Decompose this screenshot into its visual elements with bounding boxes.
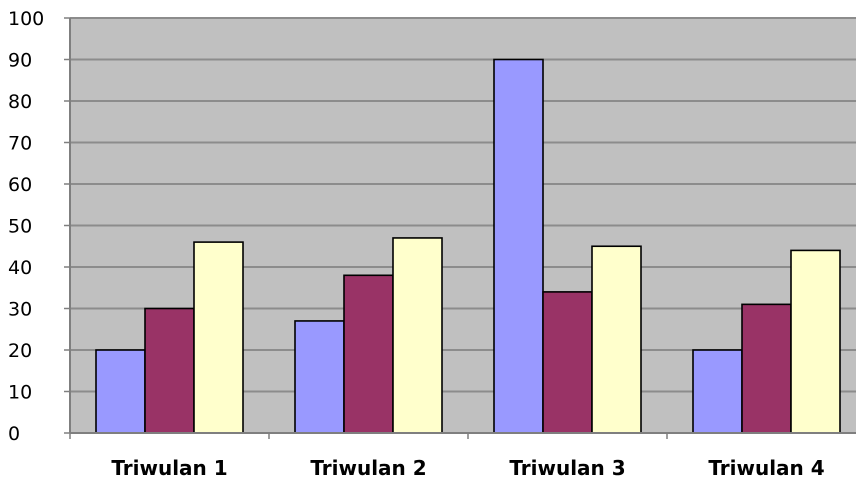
y-tick-label-10: 10 bbox=[8, 382, 32, 404]
x-category-label-2: Triwulan 2 bbox=[310, 456, 426, 477]
y-tick-label-70: 70 bbox=[8, 133, 32, 155]
bar-s3-triwulan-2 bbox=[392, 237, 443, 434]
y-tick-label-90: 90 bbox=[8, 50, 32, 72]
axes bbox=[64, 17, 856, 439]
y-tick-label-50: 50 bbox=[8, 216, 32, 238]
y-tick-label-60: 60 bbox=[8, 174, 32, 196]
bar-s2-triwulan-3 bbox=[542, 291, 593, 434]
bar-s3-triwulan-3 bbox=[591, 245, 642, 434]
y-tick-labels: 0 10 20 30 40 50 60 70 80 90 100 bbox=[8, 8, 44, 445]
bars bbox=[95, 58, 841, 434]
bar-s2-triwulan-4 bbox=[741, 303, 792, 434]
y-tick-label-80: 80 bbox=[8, 91, 32, 113]
x-category-label-1: Triwulan 1 bbox=[111, 456, 227, 477]
y-tick-label-30: 30 bbox=[8, 299, 32, 321]
bar-s3-triwulan-4 bbox=[790, 249, 841, 434]
bar-s1-triwulan-3 bbox=[493, 58, 544, 434]
y-tick-label-20: 20 bbox=[8, 340, 32, 362]
bar-s3-triwulan-1 bbox=[193, 241, 244, 434]
x-category-labels: Triwulan 1 Triwulan 2 Triwulan 3 Triwulan 4 bbox=[111, 456, 824, 477]
bar-s1-triwulan-4 bbox=[692, 349, 743, 434]
x-category-label-3: Triwulan 3 bbox=[509, 456, 625, 477]
bar-s1-triwulan-2 bbox=[294, 320, 345, 434]
y-tick-label-40: 40 bbox=[8, 257, 32, 279]
bar-s2-triwulan-2 bbox=[343, 274, 394, 434]
x-category-label-4: Triwulan 4 bbox=[708, 456, 824, 477]
bar-s2-triwulan-1 bbox=[144, 307, 195, 434]
bar-s1-triwulan-1 bbox=[95, 349, 146, 434]
y-tick-label-100: 100 bbox=[8, 8, 44, 30]
y-tick-label-0: 0 bbox=[8, 423, 20, 445]
